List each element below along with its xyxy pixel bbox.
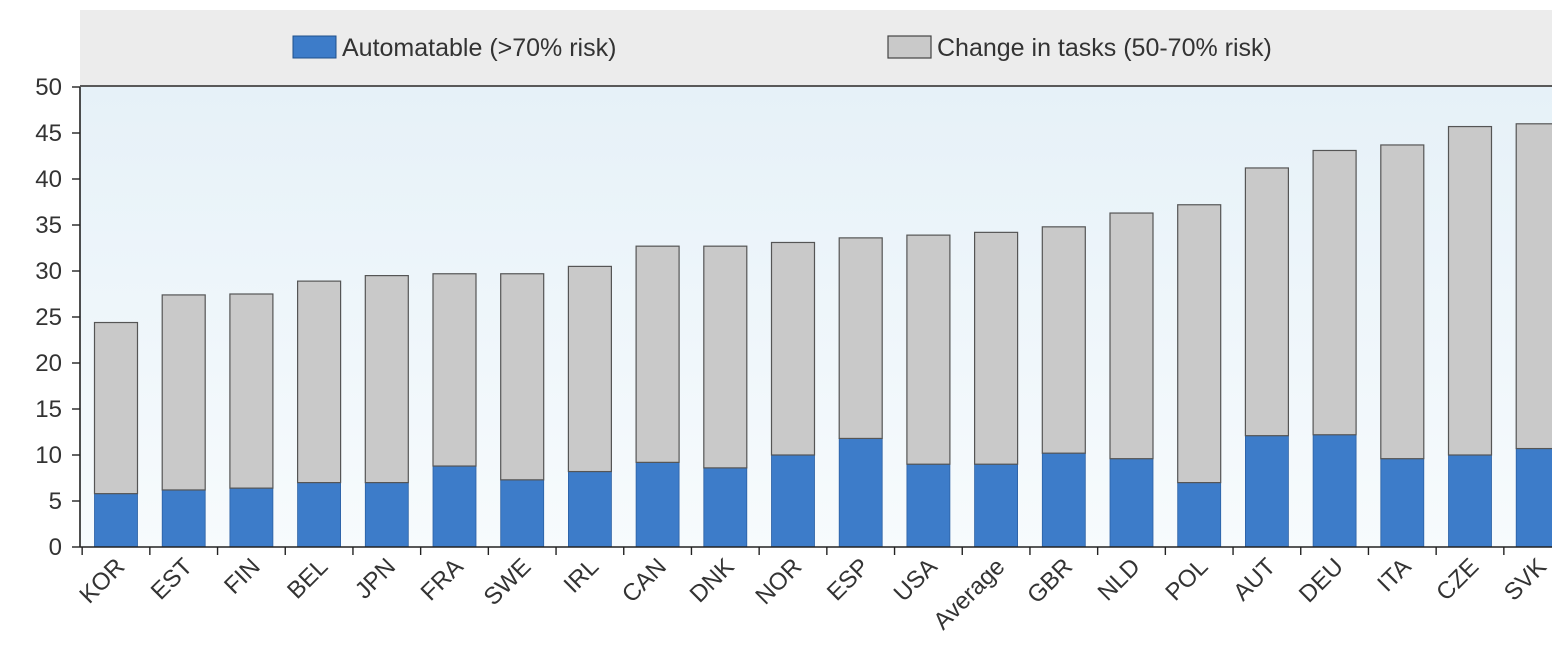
y-tick-label: 30 [35,258,62,285]
x-tick-label-bel: BEL [282,553,333,604]
x-tick-label-nor: NOR [750,553,807,610]
bar-automatable-can [636,462,679,547]
y-tick-label: 0 [49,534,62,561]
legend-swatch-automatable [293,36,336,58]
y-tick-label: 15 [35,396,62,423]
bar-change-in-tasks-deu [1313,150,1356,434]
bar-change-in-tasks-dnk [704,246,747,468]
bar-change-in-tasks-esp [839,238,882,439]
bar-automatable-irl [568,472,611,547]
x-tick-label-swe: SWE [479,553,537,611]
bar-automatable-cze [1449,455,1492,547]
bar-change-in-tasks-usa [907,235,950,464]
x-tick-label-fin: FIN [219,553,265,599]
bar-automatable-pol [1178,483,1221,547]
x-tick-label-nld: NLD [1093,553,1146,606]
legend-label-automatable: Automatable (>70% risk) [342,34,616,62]
x-tick-label-fra: FRA [416,553,469,606]
bar-automatable-bel [298,483,341,547]
x-tick-label-cze: CZE [1431,553,1484,606]
y-tick-label: 40 [35,166,62,193]
bar-automatable-est [162,490,205,547]
bar-change-in-tasks-fin [230,294,273,488]
bar-change-in-tasks-gbr [1042,227,1085,453]
bar-automatable-swe [501,480,544,547]
bar-change-in-tasks-est [162,295,205,490]
bar-change-in-tasks-cze [1449,127,1492,455]
bar-automatable-nld [1110,459,1153,547]
x-tick-label-aut: AUT [1228,553,1281,606]
y-tick-label: 20 [35,350,62,377]
x-tick-label-svk: SVK [1499,553,1552,606]
bar-automatable-kor [95,494,138,547]
bar-automatable-esp [839,438,882,547]
x-tick-label-pol: POL [1160,553,1213,606]
y-tick-label: 45 [35,120,62,147]
bar-automatable-fra [433,466,476,547]
bar-change-in-tasks-nor [772,242,815,455]
bar-automatable-deu [1313,435,1356,547]
bar-change-in-tasks-ita [1381,145,1424,459]
bar-change-in-tasks-average [975,232,1018,464]
x-tick-label-kor: KOR [74,553,130,609]
y-axis: 0 5 10 15 20 25 30 35 40 45 50 [35,74,80,561]
bar-change-in-tasks-nld [1110,213,1153,459]
x-tick-label-gbr: GBR [1022,553,1078,609]
y-tick-label: 50 [35,74,62,101]
bar-change-in-tasks-pol [1178,205,1221,483]
bar-change-in-tasks-svk [1516,124,1552,449]
legend-label-change-in-tasks: Change in tasks (50-70% risk) [937,34,1272,62]
y-tick-label: 5 [49,488,62,515]
bar-change-in-tasks-aut [1245,168,1288,436]
legend-swatch-change-in-tasks [888,36,931,58]
x-tick-label-dnk: DNK [685,553,740,608]
bar-change-in-tasks-can [636,246,679,462]
x-tick-label-jpn: JPN [350,553,401,604]
x-tick-label-ita: ITA [1372,553,1416,597]
bar-change-in-tasks-fra [433,274,476,466]
bar-change-in-tasks-jpn [365,276,408,483]
legend-item-change-in-tasks: Change in tasks (50-70% risk) [888,34,1272,62]
bar-automatable-ita [1381,459,1424,547]
y-tick-label: 35 [35,212,62,239]
bar-automatable-gbr [1042,453,1085,547]
bar-change-in-tasks-bel [298,281,341,482]
bar-automatable-nor [772,455,815,547]
bar-change-in-tasks-irl [568,266,611,471]
legend-item-automatable: Automatable (>70% risk) [293,34,616,62]
bar-automatable-fin [230,488,273,547]
x-tick-label-average: Average [928,553,1010,635]
bar-automatable-jpn [365,483,408,547]
x-tick-label-deu: DEU [1294,553,1349,608]
x-tick-label-esp: ESP [822,553,875,606]
bar-automatable-aut [1245,436,1288,547]
x-tick-label-est: EST [146,553,198,605]
y-tick-label: 10 [35,442,62,469]
bar-automatable-dnk [704,468,747,547]
y-tick-label: 25 [35,304,62,331]
bar-change-in-tasks-kor [95,323,138,494]
x-tick-label-can: CAN [617,553,672,608]
bar-change-in-tasks-swe [501,274,544,480]
bar-automatable-svk [1516,449,1552,547]
bar-automatable-usa [907,464,950,547]
bar-automatable-average [975,464,1018,547]
x-tick-label-irl: IRL [559,553,605,599]
x-tick-label-usa: USA [889,553,943,607]
